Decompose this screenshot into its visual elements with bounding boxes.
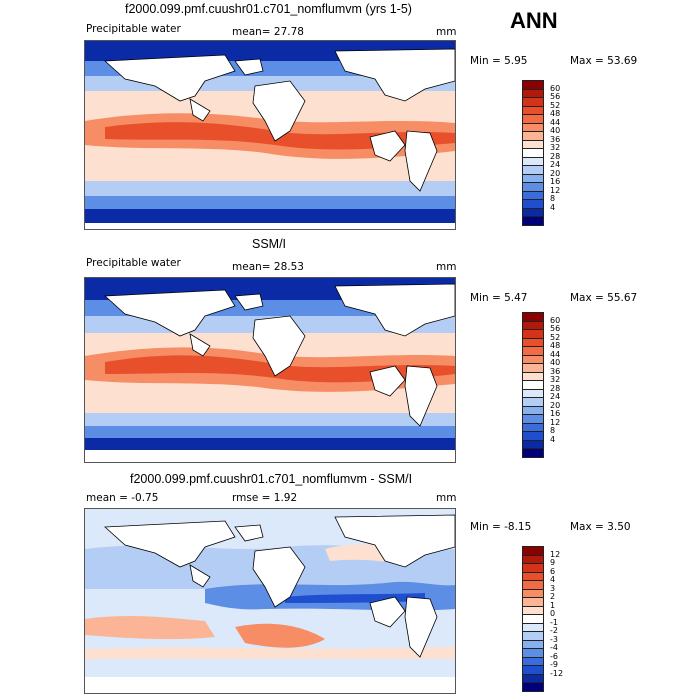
panel-1-units: mm <box>436 26 457 38</box>
colorbar-label: 12 <box>550 549 561 559</box>
colorbar-label: 20 <box>550 400 561 410</box>
colorbar-label: 3 <box>550 583 556 593</box>
colorbar-label: 24 <box>550 160 561 169</box>
colorbar-label: 9 <box>550 558 556 567</box>
colorbar-label: 1 <box>550 600 556 610</box>
colorbar-label: 36 <box>550 134 561 144</box>
colorbar-label: 48 <box>550 341 561 350</box>
colorbar-label: -4 <box>550 643 558 652</box>
colorbar-label: 56 <box>550 324 561 333</box>
colorbar-label: 0 <box>550 609 556 618</box>
colorbar-label: 40 <box>550 358 561 367</box>
colorbar-label: 44 <box>550 117 561 127</box>
colorbar-label: -2 <box>550 626 558 635</box>
colorbar-label: 4 <box>550 575 556 584</box>
colorbar-label: 24 <box>550 392 561 401</box>
colorbar-label: 20 <box>550 168 561 178</box>
colorbar-label: 12 <box>550 417 561 427</box>
panel-2-mean: mean= 28.53 <box>232 261 304 273</box>
colorbar-label: 48 <box>550 109 561 118</box>
season-label: ANN <box>510 8 558 33</box>
panel-2-min: Min = 5.47 <box>470 292 528 304</box>
panel-2-map <box>84 277 456 463</box>
panel-3-mean: mean = -0.75 <box>86 492 159 504</box>
colorbar-label: 8 <box>550 426 556 435</box>
colorbar-cell <box>522 216 544 226</box>
panel-1-map <box>84 40 456 230</box>
colorbar-label: 56 <box>550 92 561 101</box>
panel-3-min: Min = -8.15 <box>470 521 532 533</box>
panel-1-mean: mean= 27.78 <box>232 26 304 38</box>
colorbar-label: 16 <box>550 409 561 418</box>
colorbar-label: 6 <box>550 566 556 576</box>
colorbar-label: 28 <box>550 383 561 393</box>
colorbar-label: 52 <box>550 100 561 110</box>
panel-3-title: f2000.099.pmf.cuushr01.c701_nomflumvm - … <box>130 472 413 486</box>
colorbar-label: -6 <box>550 651 558 661</box>
panel-1-max: Max = 53.69 <box>570 55 638 67</box>
colorbar-label: 52 <box>550 332 561 342</box>
colorbar-label: 12 <box>550 185 561 195</box>
panel-2-field-label: Precipitable water <box>86 257 181 269</box>
colorbar-label: 28 <box>550 151 561 161</box>
colorbar-label: 4 <box>550 434 556 444</box>
colorbar-label: 32 <box>550 375 561 384</box>
colorbar-label: 16 <box>550 177 561 186</box>
colorbar-label: 44 <box>550 349 561 359</box>
panel-3-map <box>84 508 456 694</box>
colorbar-label: 2 <box>550 592 556 601</box>
colorbar-label: -1 <box>550 617 558 627</box>
colorbar-label: -12 <box>550 668 564 678</box>
panel-1-field-label: Precipitable water <box>86 23 181 35</box>
panel-3-max: Max = 3.50 <box>570 521 631 533</box>
panel-3-units: mm <box>436 492 457 504</box>
colorbar-label: 32 <box>550 143 561 152</box>
colorbar-label: 8 <box>550 194 556 203</box>
colorbar-cell <box>522 448 544 458</box>
colorbar-label: 60 <box>550 315 561 325</box>
colorbar-label: 40 <box>550 126 561 135</box>
panel-1-min: Min = 5.95 <box>470 55 528 67</box>
colorbar-label: -3 <box>550 634 558 644</box>
colorbar-label: 60 <box>550 83 561 93</box>
panel-2-title: SSM/I <box>252 237 287 251</box>
colorbar-cell <box>522 682 544 692</box>
panel-2-units: mm <box>436 261 457 273</box>
colorbar-label: 4 <box>550 202 556 212</box>
panel-2-max: Max = 55.67 <box>570 292 638 304</box>
colorbar-label: 36 <box>550 366 561 376</box>
panel-3-rmse: rmse = 1.92 <box>232 492 298 504</box>
colorbar-label: -9 <box>550 660 558 669</box>
panel-1-title: f2000.099.pmf.cuushr01.c701_nomflumvm (y… <box>125 2 412 16</box>
